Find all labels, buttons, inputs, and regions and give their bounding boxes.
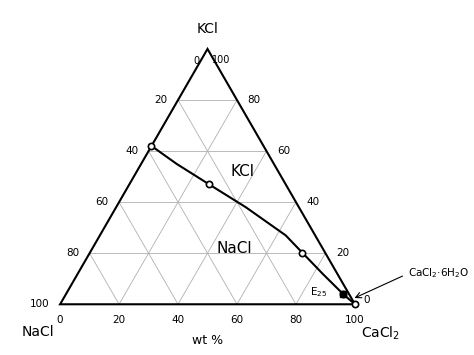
Text: E$_{25}$: E$_{25}$	[310, 286, 327, 300]
Text: KCl: KCl	[197, 22, 219, 36]
Text: 40: 40	[172, 315, 184, 324]
Text: 0: 0	[193, 56, 199, 66]
Text: wt %: wt %	[192, 334, 223, 347]
Text: 100: 100	[345, 315, 365, 324]
Text: KCl: KCl	[231, 164, 255, 179]
Text: 80: 80	[66, 248, 79, 258]
Text: 60: 60	[96, 197, 109, 207]
Text: 100: 100	[30, 299, 50, 309]
Text: 40: 40	[125, 146, 138, 156]
Text: 0: 0	[364, 295, 370, 305]
Text: NaCl: NaCl	[22, 325, 54, 339]
Text: CaCl$_2$·6H$_2$O: CaCl$_2$·6H$_2$O	[408, 267, 469, 280]
Text: NaCl: NaCl	[216, 241, 252, 256]
Text: 80: 80	[247, 95, 260, 105]
Text: 20: 20	[112, 315, 126, 324]
Text: 100: 100	[212, 55, 230, 65]
Text: 40: 40	[306, 197, 319, 207]
Text: 20: 20	[155, 95, 168, 105]
Text: 0: 0	[57, 315, 64, 324]
Text: CaCl$_2$: CaCl$_2$	[361, 325, 400, 342]
Text: 80: 80	[290, 315, 302, 324]
Text: 60: 60	[230, 315, 244, 324]
Text: 20: 20	[336, 248, 349, 258]
Text: 60: 60	[277, 146, 290, 156]
